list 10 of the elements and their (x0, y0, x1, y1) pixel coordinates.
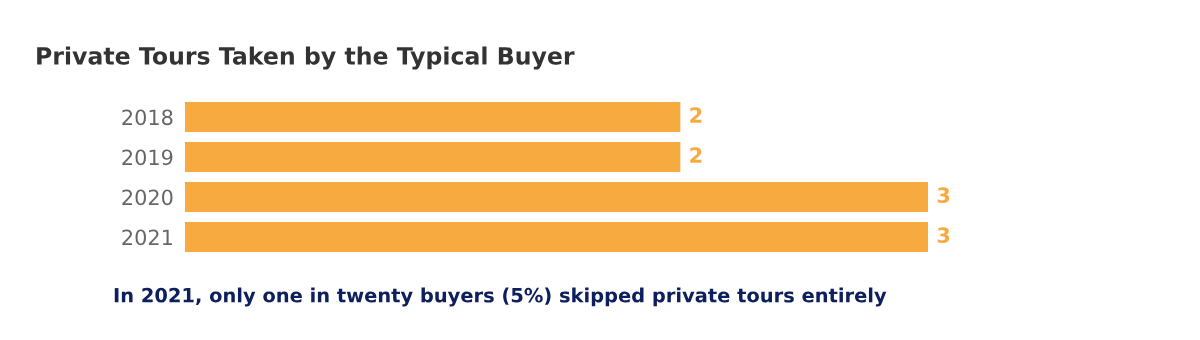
data-label: 2 (690, 147, 702, 163)
data-label: 2 (690, 107, 702, 123)
data-label: 3 (937, 187, 950, 204)
y-tick-label: 2020 (122, 189, 173, 206)
data-label: 3 (937, 227, 950, 244)
y-tick-label: 2021 (122, 229, 172, 246)
y-tick-label: 2019 (122, 149, 173, 166)
y-tick-label: 2018 (122, 109, 173, 126)
chart-title: Private Tours Taken by the Typical Buyer (37, 46, 575, 70)
text: In 2021, only one in twenty buyers (5%) skipped private tours entirely (114, 287, 887, 307)
